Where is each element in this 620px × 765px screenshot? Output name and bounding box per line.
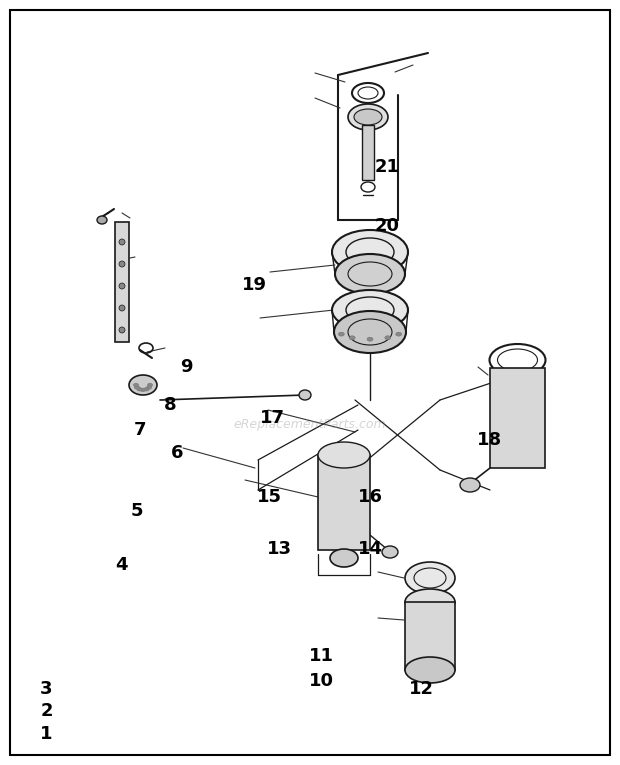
Text: 2: 2 [40, 702, 53, 721]
Ellipse shape [137, 387, 142, 391]
Ellipse shape [135, 386, 140, 389]
Text: 9: 9 [180, 358, 192, 376]
Ellipse shape [119, 305, 125, 311]
Ellipse shape [348, 104, 388, 130]
Ellipse shape [141, 388, 146, 392]
Ellipse shape [367, 337, 373, 341]
Ellipse shape [133, 383, 138, 387]
Ellipse shape [354, 109, 382, 125]
Ellipse shape [119, 261, 125, 267]
Text: 19: 19 [242, 275, 267, 294]
Ellipse shape [119, 239, 125, 245]
Text: 3: 3 [40, 679, 53, 698]
Text: 12: 12 [409, 679, 434, 698]
Bar [362, 125, 374, 180]
Text: 1: 1 [40, 725, 53, 744]
Ellipse shape [396, 332, 402, 336]
Text: 10: 10 [309, 672, 334, 690]
Ellipse shape [119, 283, 125, 289]
Text: 6: 6 [170, 444, 183, 462]
Ellipse shape [335, 254, 405, 294]
Ellipse shape [144, 387, 149, 391]
Text: 17: 17 [260, 409, 285, 428]
Ellipse shape [382, 546, 398, 558]
Text: 5: 5 [130, 502, 143, 520]
Ellipse shape [405, 562, 455, 594]
Text: 8: 8 [164, 396, 177, 415]
Text: 11: 11 [309, 647, 334, 666]
Ellipse shape [349, 336, 355, 340]
Text: eReplacementParts.com: eReplacementParts.com [234, 418, 386, 431]
Ellipse shape [119, 327, 125, 333]
Ellipse shape [405, 657, 455, 683]
Text: 21: 21 [375, 158, 400, 176]
Text: 4: 4 [115, 555, 127, 574]
Text: 13: 13 [267, 540, 291, 558]
Ellipse shape [146, 386, 151, 389]
Ellipse shape [460, 478, 480, 492]
Ellipse shape [332, 230, 408, 274]
Bar [115, 222, 129, 342]
Ellipse shape [385, 336, 391, 340]
Text: 14: 14 [358, 540, 383, 558]
Ellipse shape [97, 216, 107, 224]
Text: 18: 18 [477, 431, 503, 449]
Ellipse shape [332, 290, 408, 330]
Ellipse shape [299, 390, 311, 400]
Ellipse shape [330, 549, 358, 567]
Text: 20: 20 [375, 216, 400, 235]
Text: 7: 7 [133, 421, 146, 439]
Ellipse shape [318, 442, 370, 468]
Bar [405, 602, 455, 670]
Text: 16: 16 [358, 488, 383, 506]
Ellipse shape [129, 375, 157, 395]
Ellipse shape [334, 311, 406, 353]
Ellipse shape [339, 332, 344, 336]
Bar [318, 455, 370, 550]
Text: 15: 15 [257, 488, 282, 506]
Ellipse shape [405, 589, 455, 615]
Bar [490, 368, 545, 468]
Ellipse shape [148, 383, 153, 387]
